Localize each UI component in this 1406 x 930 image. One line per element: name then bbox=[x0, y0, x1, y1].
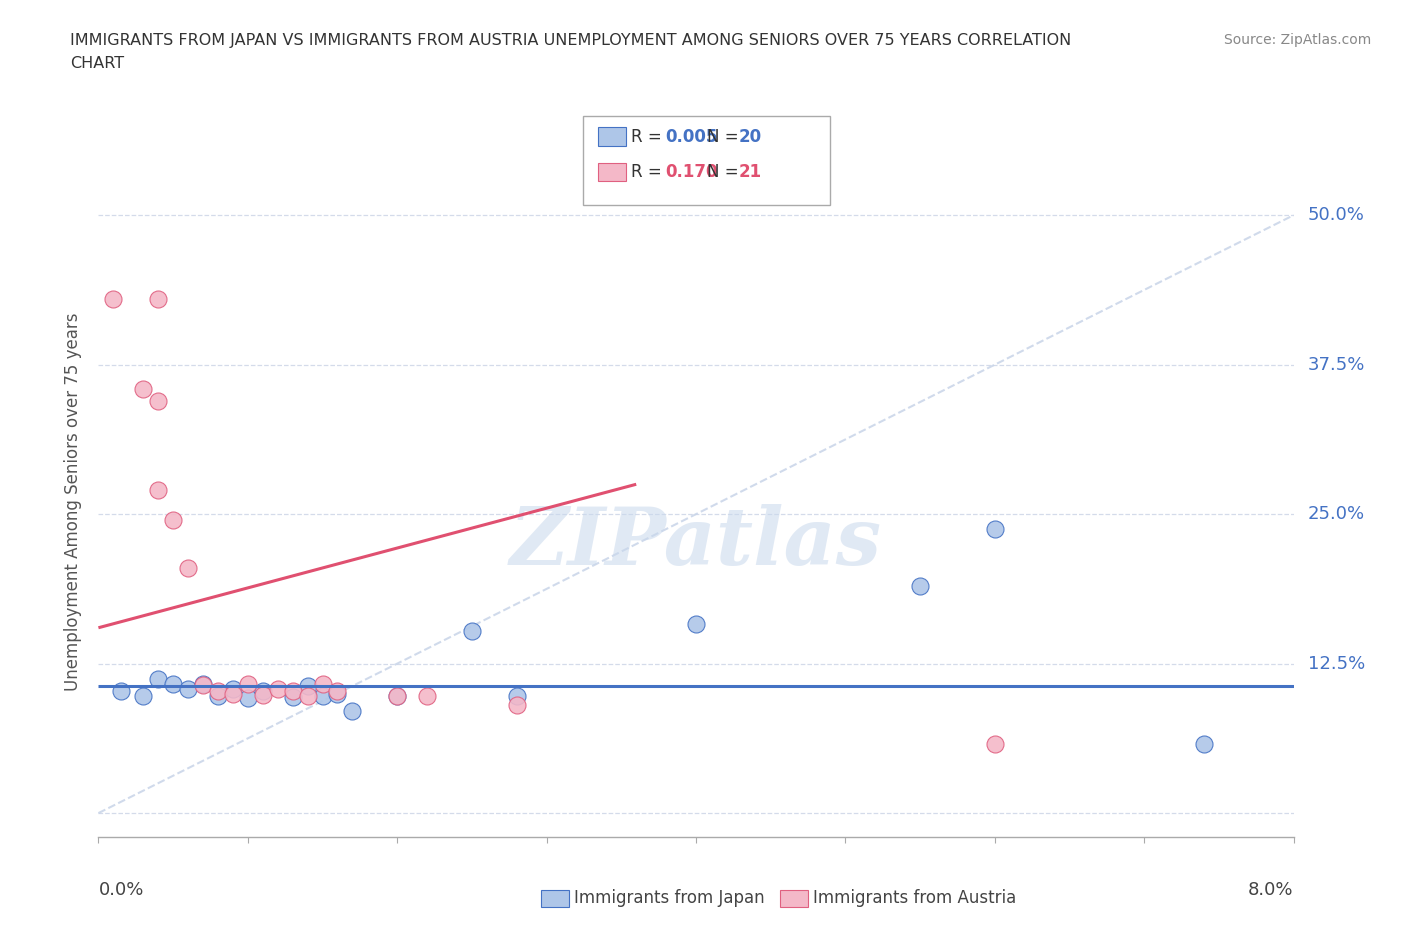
Point bbox=[506, 698, 529, 713]
Point bbox=[908, 578, 931, 593]
Text: CHART: CHART bbox=[70, 56, 124, 71]
Text: R =: R = bbox=[631, 163, 662, 181]
Point bbox=[326, 684, 349, 698]
Text: 0.0%: 0.0% bbox=[98, 881, 143, 898]
Point bbox=[236, 676, 259, 691]
Point bbox=[222, 686, 245, 701]
Text: R =: R = bbox=[631, 127, 662, 146]
Text: Immigrants from Japan: Immigrants from Japan bbox=[574, 889, 765, 908]
Y-axis label: Unemployment Among Seniors over 75 years: Unemployment Among Seniors over 75 years bbox=[65, 313, 83, 691]
Point bbox=[342, 704, 364, 719]
Point bbox=[1192, 737, 1215, 751]
Point bbox=[177, 682, 200, 697]
Text: 21: 21 bbox=[738, 163, 761, 181]
Point bbox=[297, 679, 319, 694]
Text: 20: 20 bbox=[738, 127, 761, 146]
Text: 37.5%: 37.5% bbox=[1308, 355, 1365, 374]
Text: ZIPatlas: ZIPatlas bbox=[510, 504, 882, 581]
Point bbox=[267, 682, 290, 697]
Point bbox=[685, 617, 707, 631]
Point bbox=[236, 691, 259, 706]
Text: 0.170: 0.170 bbox=[665, 163, 717, 181]
Text: 12.5%: 12.5% bbox=[1308, 655, 1365, 672]
Point bbox=[207, 688, 229, 703]
Text: Source: ZipAtlas.com: Source: ZipAtlas.com bbox=[1223, 33, 1371, 46]
Text: Immigrants from Austria: Immigrants from Austria bbox=[813, 889, 1017, 908]
Point bbox=[148, 483, 170, 498]
Point bbox=[148, 671, 170, 686]
Point bbox=[103, 291, 125, 306]
Point bbox=[177, 561, 200, 576]
Point bbox=[162, 512, 184, 527]
Point bbox=[281, 684, 304, 698]
Point bbox=[222, 682, 245, 697]
Text: 25.0%: 25.0% bbox=[1308, 505, 1365, 524]
Point bbox=[297, 688, 319, 703]
Point bbox=[191, 676, 214, 691]
Text: IMMIGRANTS FROM JAPAN VS IMMIGRANTS FROM AUSTRIA UNEMPLOYMENT AMONG SENIORS OVER: IMMIGRANTS FROM JAPAN VS IMMIGRANTS FROM… bbox=[70, 33, 1071, 47]
Point bbox=[281, 690, 304, 705]
Point bbox=[326, 686, 349, 701]
Point bbox=[191, 678, 214, 693]
Text: 8.0%: 8.0% bbox=[1249, 881, 1294, 898]
Point bbox=[207, 684, 229, 698]
Point bbox=[416, 688, 439, 703]
Point bbox=[311, 676, 333, 691]
Point bbox=[252, 684, 274, 698]
Text: N =: N = bbox=[707, 127, 738, 146]
Point bbox=[311, 688, 333, 703]
Point bbox=[148, 291, 170, 306]
Text: 0.005: 0.005 bbox=[665, 127, 717, 146]
Point bbox=[132, 381, 155, 396]
Point bbox=[110, 684, 132, 698]
Point bbox=[385, 688, 409, 703]
Point bbox=[461, 624, 484, 639]
Point bbox=[385, 688, 409, 703]
Point bbox=[983, 737, 1005, 751]
Point bbox=[252, 687, 274, 702]
Point bbox=[162, 676, 184, 691]
Point bbox=[506, 688, 529, 703]
Text: N =: N = bbox=[707, 163, 738, 181]
Point bbox=[148, 393, 170, 408]
Point bbox=[132, 688, 155, 703]
Text: 50.0%: 50.0% bbox=[1308, 206, 1365, 224]
Point bbox=[983, 521, 1005, 536]
